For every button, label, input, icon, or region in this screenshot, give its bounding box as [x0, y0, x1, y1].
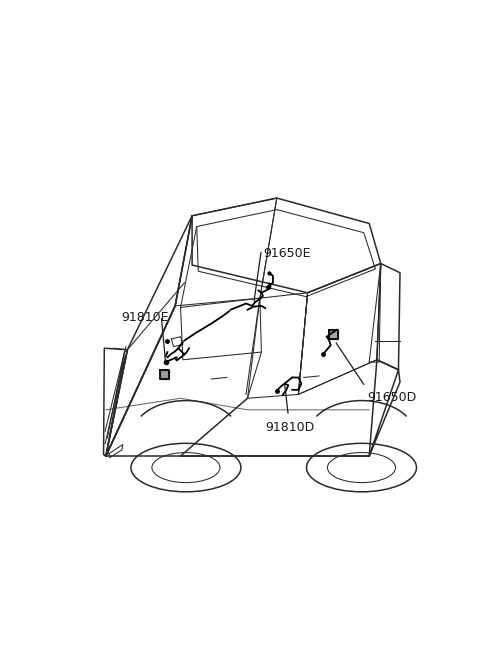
Text: 91650E: 91650E: [263, 247, 311, 260]
Text: 91810E: 91810E: [121, 311, 169, 324]
Text: 91650D: 91650D: [368, 392, 417, 404]
Text: 91810D: 91810D: [265, 420, 314, 434]
